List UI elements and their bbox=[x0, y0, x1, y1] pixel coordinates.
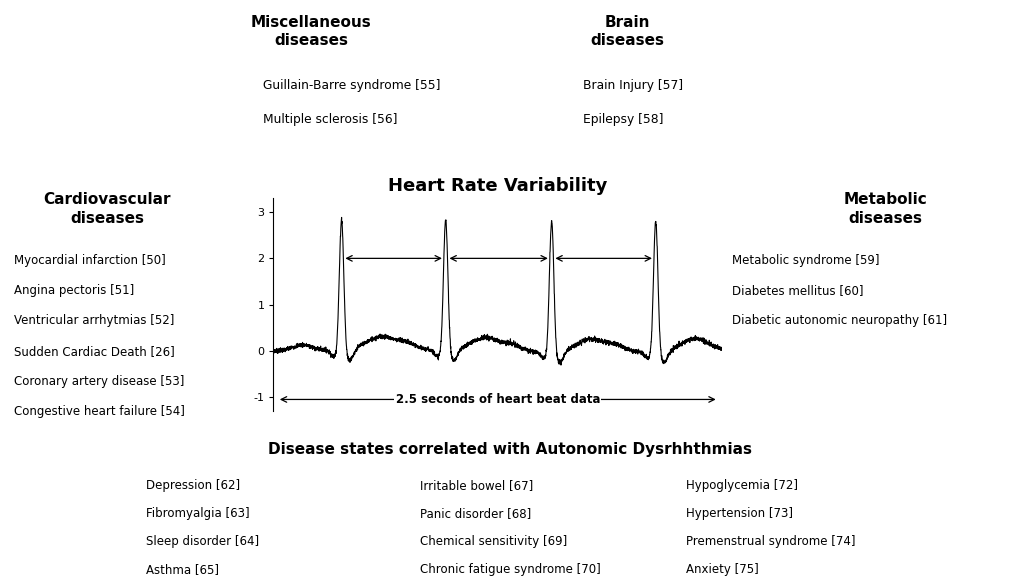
Text: Hypoglycemia [72]: Hypoglycemia [72] bbox=[686, 479, 798, 492]
Text: Myocardial infarction [50]: Myocardial infarction [50] bbox=[14, 254, 166, 266]
Text: Brain
diseases: Brain diseases bbox=[590, 15, 663, 48]
Text: Diabetes mellitus [60]: Diabetes mellitus [60] bbox=[732, 284, 863, 297]
Text: Anxiety [75]: Anxiety [75] bbox=[686, 563, 758, 576]
Text: Sleep disorder [64]: Sleep disorder [64] bbox=[146, 535, 259, 548]
Text: Chronic fatigue syndrome [70]: Chronic fatigue syndrome [70] bbox=[420, 563, 600, 576]
Text: Irritable bowel [67]: Irritable bowel [67] bbox=[420, 479, 533, 492]
Text: Asthma [65]: Asthma [65] bbox=[146, 563, 219, 576]
Text: Ventricular arrhytmias [52]: Ventricular arrhytmias [52] bbox=[14, 314, 174, 327]
Text: Miscellaneous
diseases: Miscellaneous diseases bbox=[251, 15, 371, 48]
Text: Disease states correlated with Autonomic Dysrhhthmias: Disease states correlated with Autonomic… bbox=[268, 442, 751, 457]
Text: Sudden Cardiac Death [26]: Sudden Cardiac Death [26] bbox=[14, 345, 175, 357]
Text: Coronary artery disease [53]: Coronary artery disease [53] bbox=[14, 375, 184, 388]
Text: Epilepsy [58]: Epilepsy [58] bbox=[583, 113, 663, 125]
Text: Premenstrual syndrome [74]: Premenstrual syndrome [74] bbox=[686, 535, 855, 548]
Title: Heart Rate Variability: Heart Rate Variability bbox=[387, 177, 607, 195]
Text: Guillain-Barre syndrome [55]: Guillain-Barre syndrome [55] bbox=[263, 79, 440, 92]
Text: Brain Injury [57]: Brain Injury [57] bbox=[583, 79, 683, 92]
Text: Metabolic
diseases: Metabolic diseases bbox=[843, 192, 926, 226]
Text: Angina pectoris [51]: Angina pectoris [51] bbox=[14, 284, 135, 297]
Text: Diabetic autonomic neuropathy [61]: Diabetic autonomic neuropathy [61] bbox=[732, 314, 947, 327]
Text: Depression [62]: Depression [62] bbox=[146, 479, 239, 492]
Text: Metabolic syndrome [59]: Metabolic syndrome [59] bbox=[732, 254, 879, 266]
Text: Panic disorder [68]: Panic disorder [68] bbox=[420, 507, 531, 520]
Text: Multiple sclerosis [56]: Multiple sclerosis [56] bbox=[263, 113, 397, 125]
Text: 2.5 seconds of heart beat data: 2.5 seconds of heart beat data bbox=[395, 393, 599, 406]
Text: Cardiovascular
diseases: Cardiovascular diseases bbox=[43, 192, 171, 226]
Text: Chemical sensitivity [69]: Chemical sensitivity [69] bbox=[420, 535, 567, 548]
Text: Fibromyalgia [63]: Fibromyalgia [63] bbox=[146, 507, 250, 520]
Text: Hypertension [73]: Hypertension [73] bbox=[686, 507, 793, 520]
Text: Congestive heart failure [54]: Congestive heart failure [54] bbox=[14, 405, 185, 418]
